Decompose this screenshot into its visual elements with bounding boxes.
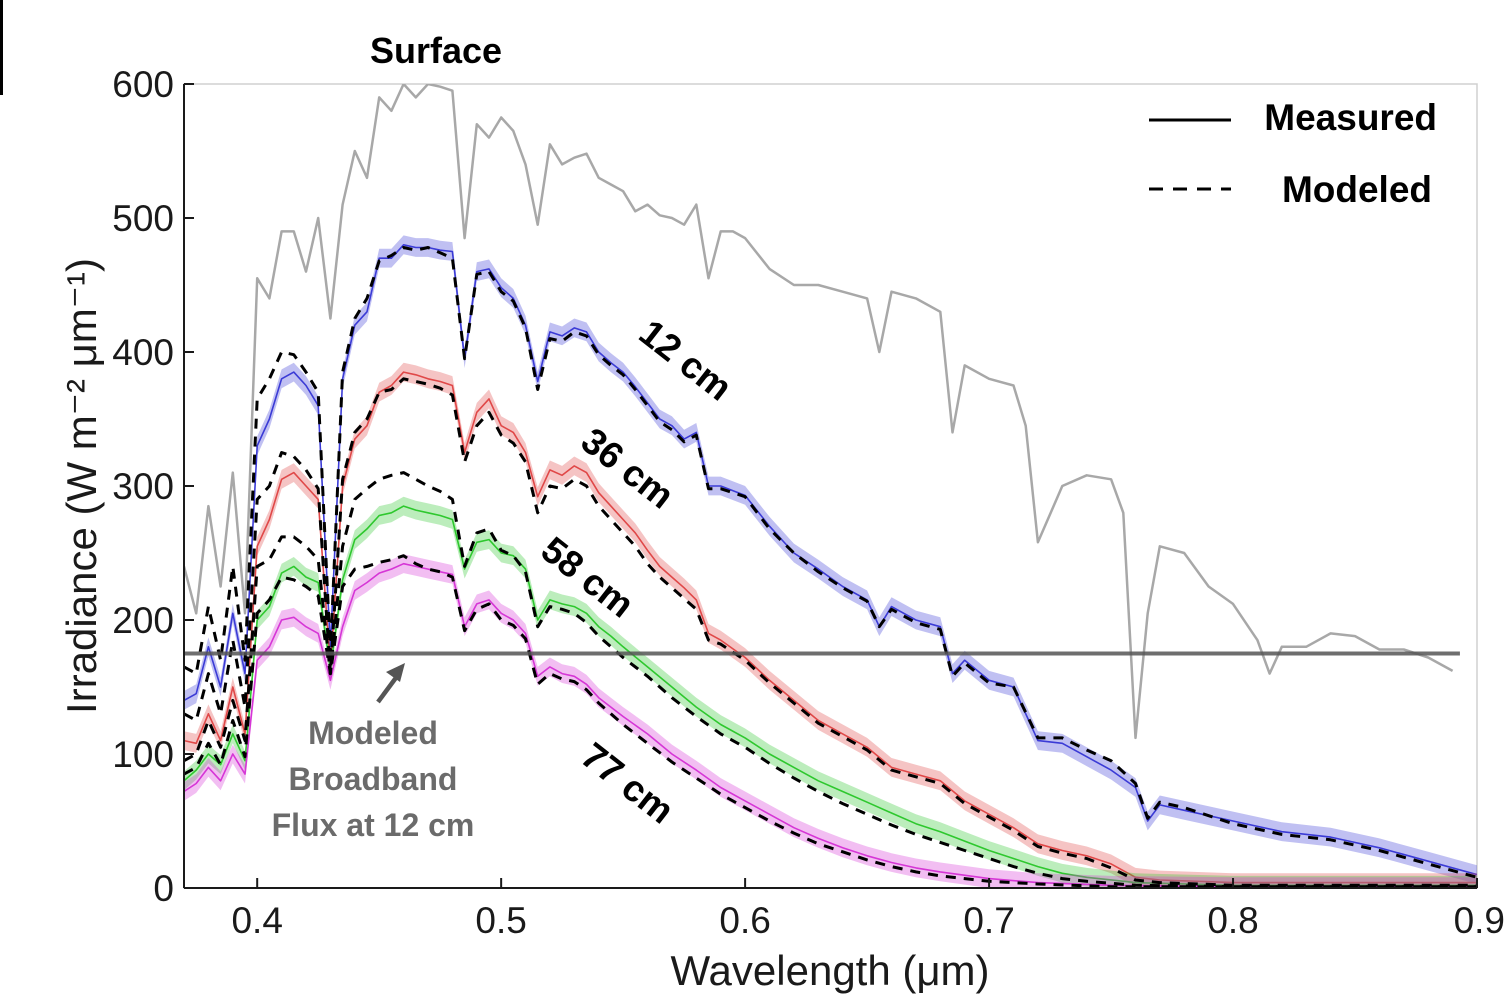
y-tick-label: 400: [112, 332, 174, 373]
y-tick-label: 100: [112, 734, 174, 775]
surface-line: [184, 84, 1454, 740]
broadband-arrow: [376, 673, 400, 704]
modeled-line-58cm: [184, 471, 1477, 888]
broadband-label-line-2: Broadband: [289, 761, 458, 797]
broadband-label-line-3: Flux at 12 cm: [272, 807, 475, 843]
broadband-arrow-head: [386, 663, 405, 682]
legend: Measured Modeled: [1149, 97, 1437, 210]
x-tick-label: 0.9: [1454, 900, 1505, 941]
y-tick-label: 0: [153, 868, 174, 909]
x-tick-label: 0.4: [231, 900, 282, 941]
chart-title: Surface: [370, 30, 502, 71]
x-tick-label: 0.7: [963, 900, 1014, 941]
modeled-line-36cm: [184, 377, 1477, 887]
data-layer: [184, 84, 1477, 888]
left-edge-mark: [0, 0, 3, 95]
series-label-36cm: 36 cm: [574, 420, 682, 517]
y-tick-label: 500: [112, 198, 174, 239]
x-tick-label: 0.8: [1207, 900, 1258, 941]
x-axis-title: Wavelength (μm): [670, 947, 989, 994]
x-tick-label: 0.5: [475, 900, 526, 941]
y-tick-label: 300: [112, 466, 174, 507]
measured-line-36cm: [184, 371, 1477, 884]
legend-measured-label: Measured: [1264, 97, 1437, 138]
modeled-line-77cm: [184, 554, 1477, 888]
broadband-label-line-1: Modeled: [308, 715, 438, 751]
broadband-annotation: Modeled Broadband Flux at 12 cm: [272, 663, 475, 843]
measured-line-77cm: [184, 562, 1477, 888]
measured-line-12cm: [184, 244, 1477, 876]
legend-modeled-label: Modeled: [1282, 169, 1432, 210]
axes-layer: 0 100 200 300 400 500 600 0.4 0.5 0.6 0.7 0.8 0.9: [112, 64, 1505, 941]
y-tick-label: 600: [112, 64, 174, 105]
y-tick-label: 200: [112, 600, 174, 641]
y-axis-title: Irradiance (W m⁻² μm⁻¹): [58, 258, 105, 714]
x-tick-label: 0.6: [719, 900, 770, 941]
measured-line-58cm: [184, 505, 1477, 887]
